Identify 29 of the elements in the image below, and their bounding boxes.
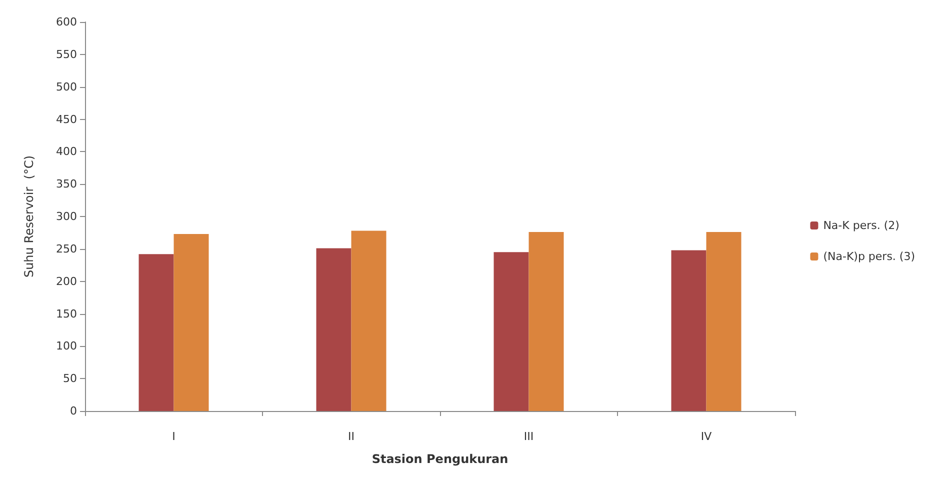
y-tick-label: 400 xyxy=(56,145,77,158)
x-axis-title: Stasion Pengukuran xyxy=(372,452,508,466)
y-tick-label: 200 xyxy=(56,274,77,288)
bar xyxy=(494,252,529,411)
x-tick-label: III xyxy=(524,430,534,443)
y-tick-label: 0 xyxy=(70,404,77,418)
y-tick-label: 100 xyxy=(56,340,77,353)
y-tick-label: 300 xyxy=(56,210,77,223)
bar xyxy=(351,230,386,411)
y-axis-title: Suhu Reservoir (°C) xyxy=(22,155,36,278)
bar xyxy=(671,250,706,411)
y-tick-label: 550 xyxy=(56,48,77,61)
x-tick-label: I xyxy=(172,430,176,443)
bar xyxy=(706,232,742,411)
bar xyxy=(316,248,352,411)
y-tick-label: 450 xyxy=(56,112,77,126)
bar xyxy=(174,234,209,411)
bar xyxy=(528,232,564,411)
bar xyxy=(138,254,174,411)
legend-label: Na-K pers. (2) xyxy=(823,219,900,232)
y-tick-label: 350 xyxy=(56,178,77,191)
y-tick-label: 150 xyxy=(56,307,77,320)
x-tick-label: IV xyxy=(700,430,712,443)
y-tick-label: 50 xyxy=(63,372,77,386)
legend-label: (Na-K)p pers. (3) xyxy=(823,250,916,263)
x-tick-label: II xyxy=(348,430,354,443)
y-tick-label: 600 xyxy=(56,16,77,28)
y-tick-label: 500 xyxy=(56,80,77,94)
y-tick-label: 250 xyxy=(56,242,77,256)
